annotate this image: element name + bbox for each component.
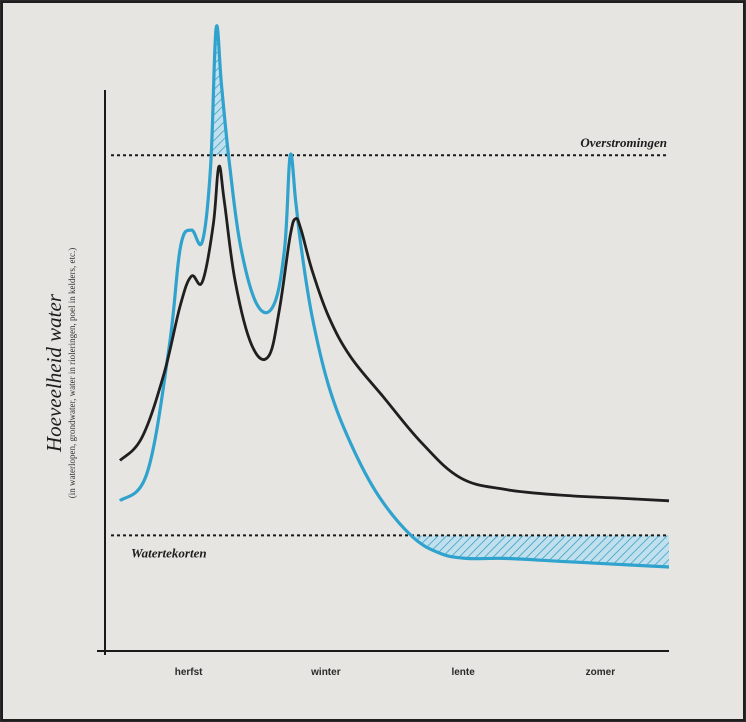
chart: Overstromingen Watertekorten Hoeveelheid… <box>42 24 670 678</box>
shortage-threshold-label: Watertekorten <box>131 545 207 560</box>
series-black-line <box>118 164 670 503</box>
flood-excess-area <box>211 25 292 156</box>
x-tick-zomer: zomer <box>586 667 616 678</box>
series-blue-line <box>118 24 670 569</box>
shortage-deficit-area <box>120 535 669 567</box>
y-axis-label: Hoeveelheid water <box>42 293 66 453</box>
x-tick-winter: winter <box>310 667 341 678</box>
flood-threshold-label: Overstromingen <box>580 135 667 150</box>
y-axis-sublabel: (in waterlopen, grondwater, water in rio… <box>67 248 77 499</box>
x-tick-lente: lente <box>451 667 475 678</box>
x-tick-herfst: herfst <box>175 667 203 678</box>
